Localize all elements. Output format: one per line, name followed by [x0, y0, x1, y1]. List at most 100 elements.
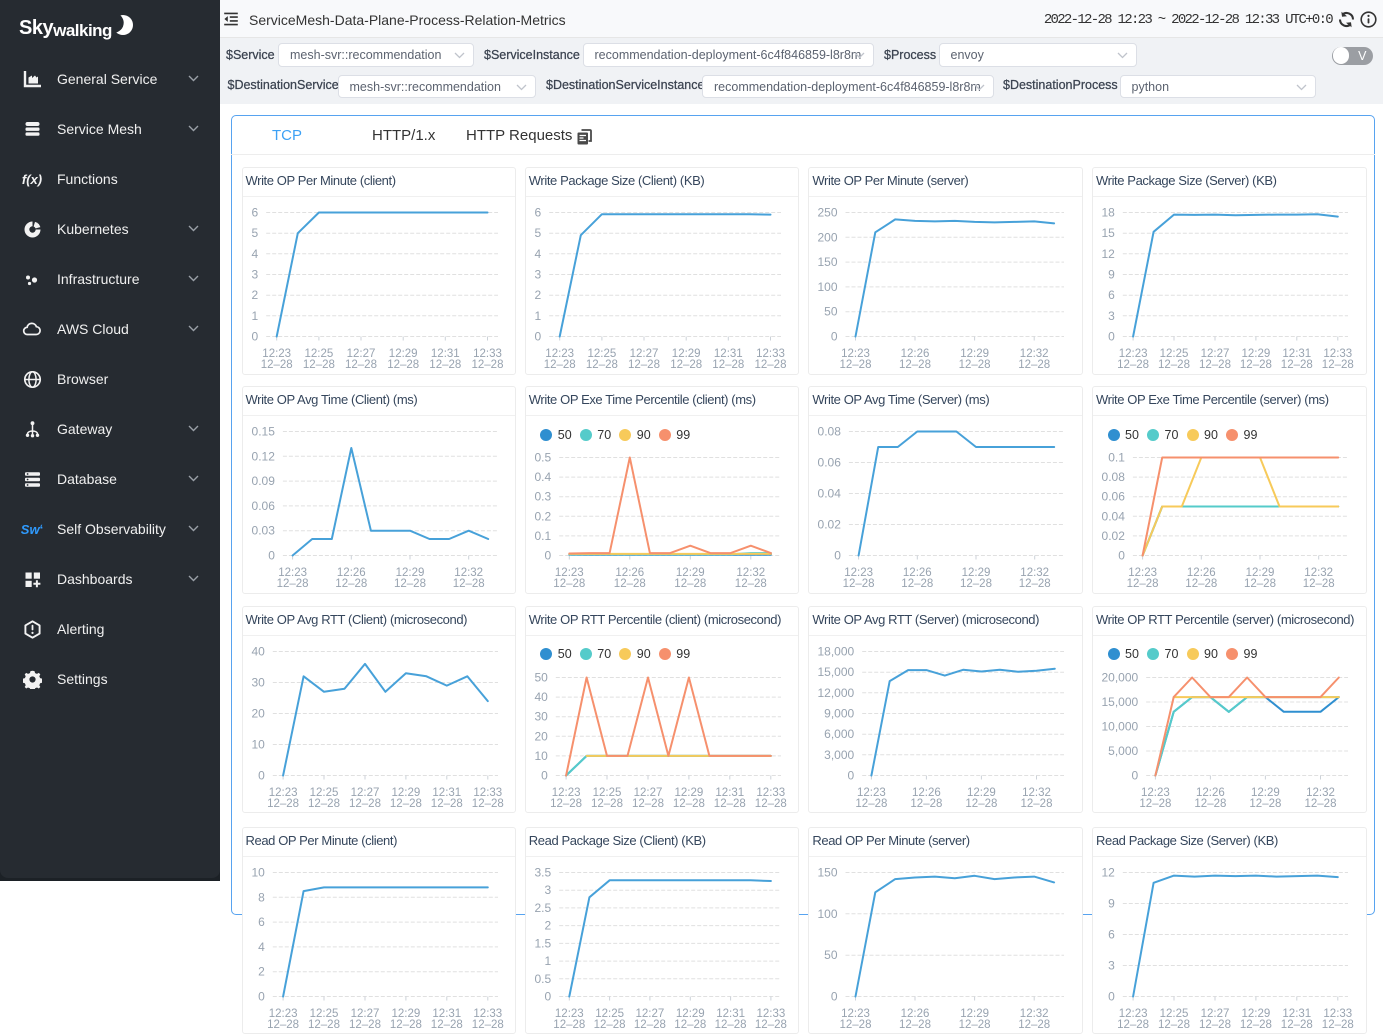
- svg-text:9,000: 9,000: [825, 706, 855, 720]
- svg-text:10: 10: [251, 737, 265, 751]
- svg-text:12:31: 12:31: [432, 787, 461, 799]
- svg-text:12–28: 12–28: [394, 578, 426, 590]
- svg-text:50: 50: [534, 670, 548, 684]
- svg-text:2: 2: [544, 918, 551, 932]
- svg-text:12–28: 12–28: [452, 578, 484, 590]
- svg-text:12: 12: [1101, 865, 1115, 879]
- svg-text:12–28: 12–28: [335, 578, 367, 590]
- svg-text:12–28: 12–28: [840, 1018, 872, 1030]
- svg-text:12:29: 12:29: [674, 787, 703, 799]
- svg-text:12:25: 12:25: [587, 348, 616, 360]
- svg-text:12–28: 12–28: [1019, 1018, 1051, 1030]
- svg-text:12:33: 12:33: [473, 348, 502, 360]
- svg-text:5: 5: [534, 226, 541, 240]
- svg-text:12:23: 12:23: [845, 567, 874, 579]
- svg-text:0.1: 0.1: [1108, 451, 1125, 465]
- svg-text:0: 0: [544, 549, 551, 563]
- svg-text:12–28: 12–28: [840, 359, 872, 371]
- svg-text:12:31: 12:31: [430, 348, 459, 360]
- svg-text:12–28: 12–28: [345, 359, 377, 371]
- svg-text:15,000: 15,000: [818, 665, 855, 679]
- svg-text:9: 9: [1108, 268, 1115, 282]
- svg-text:12–28: 12–28: [349, 797, 381, 809]
- svg-text:0: 0: [831, 989, 838, 1003]
- svg-text:0.08: 0.08: [818, 425, 842, 439]
- svg-text:9: 9: [1108, 896, 1115, 910]
- svg-text:12–28: 12–28: [267, 797, 299, 809]
- svg-text:12:31: 12:31: [714, 348, 743, 360]
- svg-text:12–28: 12–28: [1322, 359, 1354, 371]
- svg-text:4: 4: [534, 247, 541, 261]
- svg-text:0: 0: [1132, 768, 1139, 782]
- svg-text:12–28: 12–28: [1139, 797, 1171, 809]
- svg-text:20,000: 20,000: [1101, 670, 1138, 684]
- svg-text:0.5: 0.5: [534, 451, 551, 465]
- svg-text:5,000: 5,000: [1108, 744, 1138, 758]
- svg-text:12–28: 12–28: [1158, 359, 1190, 371]
- svg-text:2.5: 2.5: [534, 900, 551, 914]
- svg-text:12:25: 12:25: [1160, 348, 1189, 360]
- svg-text:1: 1: [534, 309, 541, 323]
- svg-text:15: 15: [1101, 226, 1115, 240]
- svg-text:250: 250: [818, 206, 838, 220]
- svg-text:12:32: 12:32: [1304, 567, 1333, 579]
- svg-text:12:33: 12:33: [756, 348, 785, 360]
- svg-text:12–28: 12–28: [429, 359, 461, 371]
- svg-text:12–28: 12–28: [1021, 797, 1053, 809]
- svg-text:150: 150: [818, 865, 838, 879]
- svg-text:12–28: 12–28: [1019, 359, 1051, 371]
- svg-text:12–28: 12–28: [389, 1018, 421, 1030]
- svg-text:12:26: 12:26: [903, 567, 932, 579]
- svg-text:12–28: 12–28: [899, 359, 931, 371]
- svg-text:12–28: 12–28: [276, 578, 308, 590]
- svg-text:0: 0: [534, 330, 541, 344]
- svg-text:12:23: 12:23: [1141, 787, 1170, 799]
- svg-text:12–28: 12–28: [1158, 1018, 1190, 1030]
- svg-text:12–28: 12–28: [1194, 797, 1226, 809]
- svg-text:12–28: 12–28: [553, 578, 585, 590]
- svg-text:12–28: 12–28: [712, 359, 744, 371]
- svg-text:12–28: 12–28: [387, 359, 419, 371]
- svg-text:12–28: 12–28: [553, 1018, 585, 1030]
- svg-text:0.15: 0.15: [251, 425, 275, 439]
- svg-text:12:32: 12:32: [1306, 787, 1335, 799]
- svg-text:12:26: 12:26: [1196, 787, 1225, 799]
- svg-text:12:23: 12:23: [555, 567, 584, 579]
- svg-text:12–28: 12–28: [1281, 359, 1313, 371]
- svg-text:12: 12: [1101, 247, 1115, 261]
- svg-text:0.3: 0.3: [534, 490, 551, 504]
- svg-text:12–28: 12–28: [1199, 359, 1231, 371]
- svg-text:100: 100: [818, 906, 838, 920]
- svg-text:12–28: 12–28: [899, 1018, 931, 1030]
- svg-text:30: 30: [251, 675, 265, 689]
- svg-text:15,000: 15,000: [1101, 695, 1138, 709]
- svg-text:12:27: 12:27: [350, 787, 379, 799]
- svg-text:12:29: 12:29: [1251, 787, 1280, 799]
- svg-text:12–28: 12–28: [856, 797, 888, 809]
- svg-text:100: 100: [818, 280, 838, 294]
- svg-text:12–28: 12–28: [267, 1018, 299, 1030]
- svg-text:3: 3: [1108, 958, 1115, 972]
- svg-text:5: 5: [251, 226, 258, 240]
- svg-text:12–28: 12–28: [959, 1018, 991, 1030]
- svg-text:12–28: 12–28: [1019, 578, 1051, 590]
- svg-text:12–28: 12–28: [1240, 359, 1272, 371]
- svg-text:12:25: 12:25: [304, 348, 333, 360]
- svg-text:12–28: 12–28: [632, 797, 664, 809]
- svg-text:3: 3: [534, 268, 541, 282]
- svg-text:12–28: 12–28: [471, 359, 503, 371]
- svg-text:12:23: 12:23: [278, 567, 307, 579]
- svg-text:12:31: 12:31: [715, 787, 744, 799]
- svg-text:0.02: 0.02: [1102, 529, 1126, 543]
- svg-text:12–28: 12–28: [471, 797, 503, 809]
- svg-text:12:23: 12:23: [1128, 567, 1157, 579]
- svg-text:12–28: 12–28: [308, 797, 340, 809]
- svg-text:0: 0: [835, 549, 842, 563]
- svg-text:40: 40: [251, 644, 265, 658]
- svg-text:6: 6: [258, 915, 265, 929]
- svg-text:3: 3: [544, 883, 551, 897]
- svg-text:1.5: 1.5: [534, 936, 551, 950]
- svg-text:12–28: 12–28: [1185, 578, 1217, 590]
- svg-text:12:29: 12:29: [676, 567, 705, 579]
- svg-text:12:23: 12:23: [1119, 348, 1148, 360]
